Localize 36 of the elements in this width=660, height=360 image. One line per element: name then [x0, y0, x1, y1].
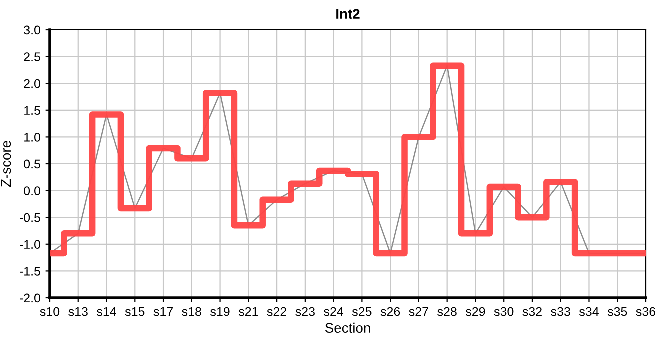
x-tick-label: s19: [210, 307, 230, 316]
x-tick-label: s22: [267, 307, 286, 316]
x-tick-label: s35: [608, 307, 628, 316]
x-tick-label: s14: [97, 307, 116, 316]
x-tick-label: s32: [522, 307, 542, 316]
y-tick-label: -1.5: [20, 267, 40, 276]
y-tick-label: 0.5: [24, 160, 40, 169]
x-tick-label: s24: [324, 307, 344, 316]
y-tick-label: -1.0: [20, 240, 40, 250]
x-tick-label: s28: [438, 307, 457, 316]
y-tick-label: 1.0: [24, 133, 40, 142]
x-tick-label: s15: [125, 307, 145, 316]
x-tick-label: s23: [296, 307, 315, 316]
x-tick-label: s17: [154, 307, 173, 316]
x-tick-label: s33: [551, 307, 570, 316]
y-tick-label: 1.5: [24, 106, 40, 116]
x-tick-label: s25: [352, 307, 372, 316]
x-axis-title: Section: [325, 322, 370, 334]
x-tick-label: s21: [238, 307, 258, 316]
y-axis-title: Z-score: [1, 141, 12, 188]
x-tick-label: s10: [40, 307, 60, 316]
chart-title: Int2: [336, 9, 360, 20]
x-tick-label: s13: [68, 307, 88, 316]
y-tick-label: -2.0: [20, 294, 40, 303]
x-tick-label: s29: [466, 307, 486, 316]
y-tick-label: 0.0: [24, 186, 40, 196]
x-tick-label: s34: [580, 307, 599, 316]
y-tick-label: -0.5: [20, 213, 40, 222]
x-tick-label: s27: [409, 307, 428, 316]
x-tick-label: s36: [636, 307, 656, 316]
y-tick-label: 2.0: [24, 79, 40, 88]
y-tick-label: 2.5: [24, 52, 40, 62]
y-tick-label: 3.0: [24, 26, 40, 35]
x-tick-label: s30: [494, 307, 514, 316]
x-tick-label: s18: [182, 307, 202, 316]
x-tick-label: s26: [380, 307, 400, 316]
